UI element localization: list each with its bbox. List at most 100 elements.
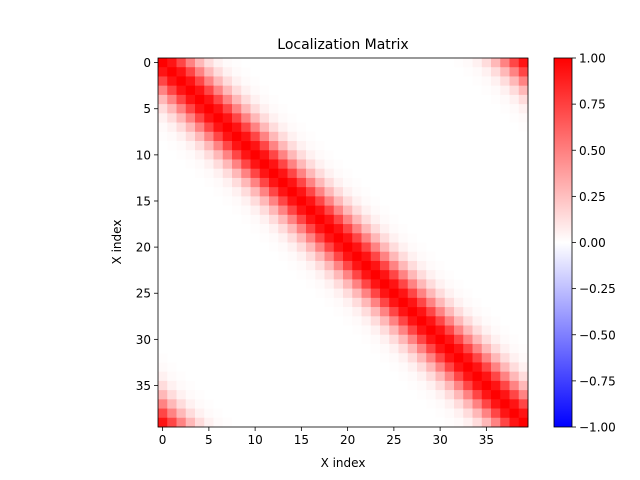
heatmap-cell [232,288,242,299]
heatmap-cell [472,343,483,354]
heatmap-cell [269,270,279,280]
heatmap-cell [259,187,270,197]
heatmap-cell [491,224,501,234]
heatmap-cell [454,380,464,391]
heatmap-cell [398,113,409,123]
heatmap-cell [176,288,187,299]
heatmap-cell [454,390,464,400]
heatmap-cell [204,131,214,142]
heatmap-cell [417,380,427,391]
heatmap-cell [435,325,446,336]
colorbar-tick-label: 0.75 [579,98,606,112]
heatmap-cell [306,58,316,68]
heatmap-cell [454,177,464,188]
heatmap-cell [509,380,520,391]
heatmap-cell [195,325,205,336]
heatmap-cell [287,353,298,363]
heatmap-cell [352,94,362,105]
heatmap-cell [167,371,177,382]
heatmap-cell [463,150,473,160]
heatmap-cell [232,224,242,234]
heatmap-cell [463,85,473,96]
heatmap-cell [213,131,224,142]
heatmap-cell [232,150,242,160]
heatmap-cell [158,85,168,96]
heatmap-cell [352,67,362,77]
heatmap-cell [454,270,464,280]
heatmap-cell [472,380,483,391]
heatmap-cell [481,408,492,419]
heatmap-cell [481,251,492,262]
heatmap-cell [343,177,353,188]
heatmap-cell [167,325,177,336]
heatmap-cell [158,168,168,179]
heatmap-cell [176,177,187,188]
heatmap-cell [500,76,510,87]
heatmap-cell [389,399,399,409]
heatmap-cell [481,205,492,216]
heatmap-cell [287,417,298,428]
heatmap-cell [195,104,205,114]
heatmap-cell [491,307,501,317]
heatmap-cell [463,362,473,372]
heatmap-cell [398,362,409,372]
heatmap-cell [417,260,427,271]
heatmap-cell [463,104,473,114]
heatmap-cell [158,214,168,225]
heatmap-cell [380,270,390,280]
heatmap-cell [444,122,455,133]
heatmap-cell [491,113,501,123]
heatmap-cell [352,76,362,87]
y-tick-label: 5 [143,102,151,116]
heatmap-cell [333,270,344,280]
heatmap-cell [491,316,501,326]
heatmap-cell [241,58,251,68]
heatmap-cell [389,390,399,400]
heatmap-cell [324,270,335,280]
heatmap-cell [343,288,353,299]
heatmap-cell [185,353,196,363]
heatmap-cell [435,233,446,243]
heatmap-cell [278,159,288,170]
heatmap-cell [509,113,520,123]
heatmap-cell [343,233,353,243]
heatmap-cell [324,334,335,345]
heatmap-cell [213,417,224,428]
heatmap-cell [333,214,344,225]
heatmap-cell [213,242,224,253]
heatmap-cell [278,399,288,409]
heatmap-cell [176,316,187,326]
heatmap-cell [324,150,335,160]
heatmap-cell [361,205,372,216]
heatmap-cell [472,242,483,253]
heatmap-cell [463,122,473,133]
heatmap-cell [176,399,187,409]
heatmap-cell [259,141,270,151]
heatmap-cell [213,233,224,243]
heatmap-cell [370,214,381,225]
heatmap-cell [333,141,344,151]
heatmap-cell [481,214,492,225]
heatmap-cell [509,94,520,105]
heatmap-cell [324,85,335,96]
heatmap-cell [417,343,427,354]
heatmap-cell [324,205,335,216]
heatmap-cell [185,187,196,197]
heatmap-cell [167,334,177,345]
heatmap-cell [296,353,307,363]
heatmap-cell [278,122,288,133]
heatmap-cell [426,113,436,123]
heatmap-cell [324,288,335,299]
heatmap-cell [407,141,418,151]
heatmap-cell [213,270,224,280]
heatmap-cell [167,233,177,243]
heatmap-cell [370,390,381,400]
heatmap-cell [185,251,196,262]
heatmap-cell [370,76,381,87]
heatmap-cell [380,58,390,68]
heatmap-cell [195,141,205,151]
heatmap-cell [222,205,233,216]
heatmap-cell [296,104,307,114]
heatmap-cell [333,67,344,77]
heatmap-cell [491,371,501,382]
